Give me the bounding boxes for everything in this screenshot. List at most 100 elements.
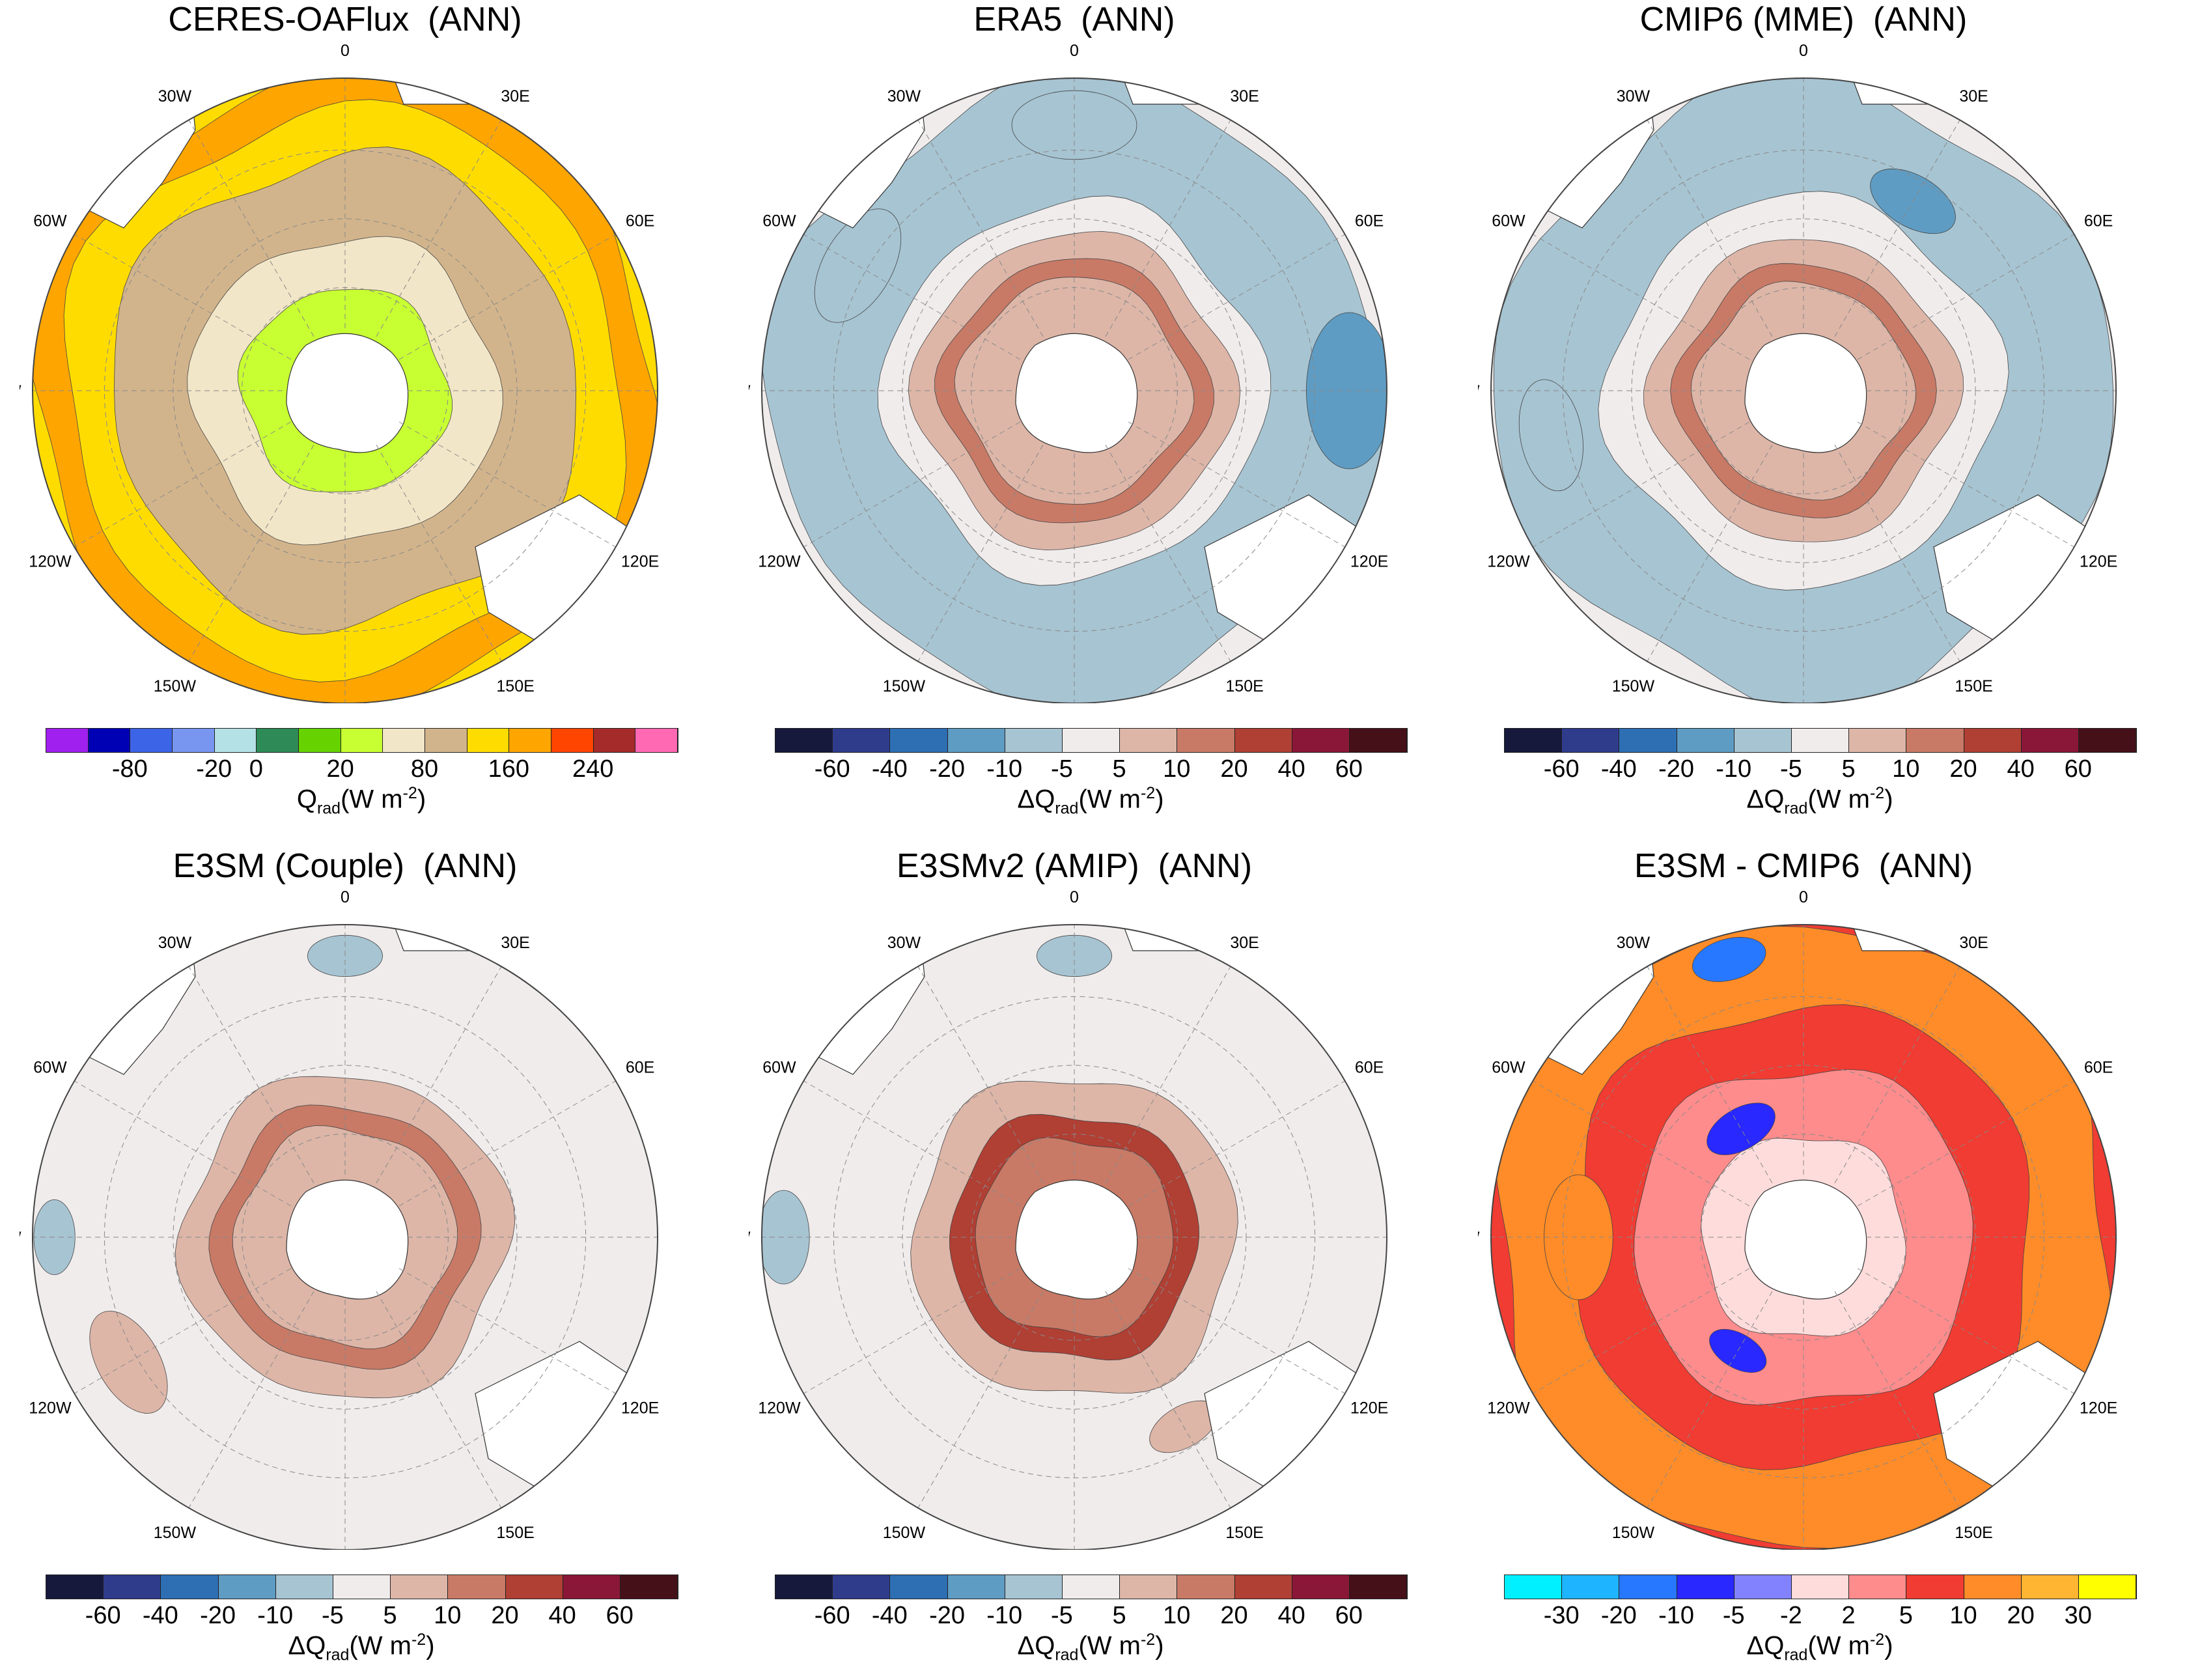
- colorbar-tick-label: 5: [1899, 1602, 1913, 1629]
- colorbar-tick-label: 40: [2007, 755, 2035, 783]
- colorbar-swatch: [1619, 729, 1677, 752]
- meridian-line: [917, 444, 1044, 662]
- colorbar-tick-label: 60: [1335, 1602, 1363, 1629]
- colorbar-label-sub: rad: [1055, 1645, 1079, 1664]
- map-panel: ERA5 (ANN)030E60E90E120E150E180150W120W9…: [749, 0, 1465, 833]
- colorbar-label-unit: (W m: [341, 785, 403, 814]
- colorbar-swatch: [509, 729, 552, 752]
- longitude-label: 120E: [1350, 553, 1388, 571]
- colorbar-tick-label: 20: [1220, 755, 1248, 783]
- longitude-label: 60E: [626, 212, 654, 230]
- colorbar-tick-label: 80: [410, 755, 439, 783]
- meridian-line: [188, 1291, 314, 1508]
- colorbar-label-sup: -2: [411, 1631, 426, 1649]
- colorbar-tick-label: 40: [1277, 1602, 1305, 1629]
- longitude-label: 30W: [1617, 87, 1651, 105]
- colorbar-tick-label: -40: [871, 1602, 908, 1629]
- longitude-label: 60E: [1355, 1058, 1384, 1076]
- colorbar-tick-label: -10: [1658, 1602, 1694, 1629]
- colorbar-swatch: [1964, 729, 2022, 752]
- colorbar-swatch: [947, 1575, 1005, 1599]
- colorbar-label-sup: -2: [1869, 1631, 1885, 1649]
- contour-patch: [1692, 937, 1766, 982]
- colorbar-tick-label: -40: [871, 755, 908, 783]
- colorbar-tick-label: -30: [1543, 1602, 1580, 1629]
- meridian-line: [1533, 234, 1750, 360]
- colorbar-label-sub: rad: [1784, 1645, 1808, 1664]
- map-panel: E3SMv2 (AMIP) (ANN)030E60E90E120E150E180…: [749, 847, 1465, 1680]
- colorbar-tick-label: 20: [491, 1602, 519, 1629]
- colorbar-tick-label: 20: [1949, 755, 1977, 783]
- meridian-line: [1857, 1080, 2074, 1207]
- polar-map: 030E60E90E120E150E180150W120W90W60W30W: [20, 42, 659, 703]
- colorbar-swatch: [2021, 1575, 2079, 1599]
- longitude-label: 150W: [154, 677, 197, 695]
- colorbar-swatch: [275, 1575, 333, 1599]
- longitude-label: 30W: [1617, 934, 1651, 952]
- colorbar-swatch: [1849, 729, 1907, 752]
- colorbar-swatch: [775, 729, 833, 752]
- colorbar-tick-label: -60: [85, 1602, 121, 1629]
- colorbar-label-sup: -2: [1140, 1631, 1156, 1649]
- colorbar-label-close: ): [417, 785, 426, 814]
- colorbar: [775, 1575, 1408, 1599]
- longitude-label: 120E: [621, 1399, 659, 1418]
- colorbar-tick-label: -10: [257, 1602, 294, 1629]
- colorbar-swatch: [1505, 1575, 1563, 1599]
- colorbar-tick-label: -10: [986, 755, 1023, 783]
- colorbar-swatch: [2021, 729, 2079, 752]
- colorbar-tick-label: -5: [1051, 755, 1073, 783]
- longitude-label: 150E: [1225, 677, 1263, 695]
- longitude-label: 90W: [20, 1229, 21, 1247]
- colorbar-swatch: [551, 729, 594, 752]
- colorbar-label-close: ): [1155, 1631, 1164, 1660]
- colorbar-tick-label: -2: [1780, 1602, 1802, 1629]
- colorbar-swatch: [448, 1575, 506, 1599]
- contour-patch: [1518, 379, 1583, 492]
- colorbar-swatch: [2078, 729, 2137, 752]
- longitude-label: 150W: [1612, 677, 1655, 695]
- meridian-line: [1834, 120, 1960, 337]
- colorbar-swatch: [1505, 729, 1563, 752]
- colorbar-tick-label: -60: [814, 1602, 850, 1629]
- colorbar-label-main: ΔQ: [1017, 785, 1055, 814]
- colorbar-label-sup: -2: [402, 784, 417, 802]
- colorbar-swatch: [1120, 729, 1178, 752]
- meridian-line: [1105, 120, 1231, 337]
- antarctica-land: [1744, 1179, 1867, 1300]
- polar-map: 030E60E90E120E150E180150W120W90W60W30W: [749, 42, 1388, 703]
- colorbar-tick-label: -5: [1051, 1602, 1073, 1629]
- colorbar-swatch: [1292, 1575, 1350, 1599]
- map-boundary: [32, 77, 658, 703]
- colorbar-swatch: [1906, 729, 1964, 752]
- colorbar-label-main: Q: [296, 785, 317, 814]
- meridian-line: [1128, 421, 1345, 548]
- longitude-label: 120E: [2080, 1399, 2117, 1418]
- colorbar-swatch: [1177, 729, 1235, 752]
- colorbar-swatch: [620, 1575, 678, 1599]
- polar-map: 030E60E90E120E150E180150W120W90W60W30W: [1478, 42, 2117, 703]
- longitude-label: 120W: [1487, 1399, 1530, 1418]
- colorbar-label-sub: rad: [1055, 799, 1079, 818]
- colorbar-label-main: ΔQ: [1017, 1631, 1055, 1660]
- panel-title: E3SM (Couple) (ANN): [173, 847, 518, 885]
- colorbar-swatch: [341, 729, 383, 752]
- colorbar-label-unit: (W m: [1078, 785, 1141, 814]
- colorbar-tick-label: 2: [1841, 1602, 1856, 1629]
- colorbar-tick-label: 60: [606, 1602, 634, 1629]
- colorbar-swatch: [46, 729, 89, 752]
- meridian-line: [1128, 234, 1345, 360]
- longitude-label: 60W: [33, 212, 67, 230]
- antarctica-land: [1744, 333, 1867, 453]
- colorbar-tick-label: -60: [814, 755, 850, 783]
- colorbar-swatch: [1562, 729, 1620, 752]
- colorbar-swatch: [391, 1575, 449, 1599]
- longitude-label: 60E: [626, 1058, 654, 1076]
- longitude-label: 150E: [1955, 677, 1992, 695]
- colorbar-tick-label: 160: [488, 755, 530, 783]
- antarctica-land: [286, 1179, 409, 1300]
- colorbar-swatch: [1234, 1575, 1292, 1599]
- meridian-line: [1857, 421, 2074, 548]
- colorbar-tick-label: 5: [1112, 1602, 1126, 1629]
- longitude-label: 60E: [2084, 1058, 2113, 1076]
